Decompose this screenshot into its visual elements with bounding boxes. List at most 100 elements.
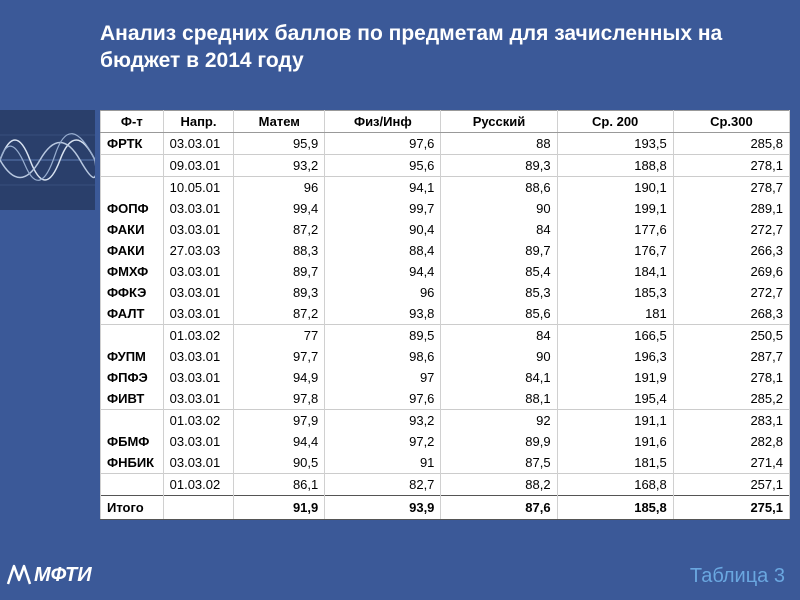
cell-value: 89,5 [325,325,441,347]
cell-faculty: ФБМФ [101,431,164,452]
cell-value: 250,5 [673,325,789,347]
cell-value: 99,4 [234,198,325,219]
cell-faculty [101,155,164,177]
cell-value: 94,4 [234,431,325,452]
cell-value: 90 [441,346,557,367]
cell-total-value: 93,9 [325,496,441,520]
cell-value: 88,4 [325,240,441,261]
wave-icon [0,110,95,210]
cell-value: 91 [325,452,441,474]
cell-total-label: Итого [101,496,164,520]
cell-direction: 03.03.01 [163,198,234,219]
cell-value: 95,9 [234,133,325,155]
cell-value: 87,5 [441,452,557,474]
cell-faculty [101,410,164,432]
cell-value: 89,9 [441,431,557,452]
cell-direction: 03.03.01 [163,133,234,155]
cell-value: 191,9 [557,367,673,388]
cell-value: 87,2 [234,303,325,325]
cell-total-value: 91,9 [234,496,325,520]
cell-faculty: ФАКИ [101,219,164,240]
cell-value: 181 [557,303,673,325]
cell-faculty: ФПФЭ [101,367,164,388]
cell-value: 84,1 [441,367,557,388]
cell-value: 185,3 [557,282,673,303]
cell-value: 278,1 [673,155,789,177]
cell-direction: 10.05.01 [163,177,234,199]
cell-direction: 01.03.02 [163,474,234,496]
cell-value: 177,6 [557,219,673,240]
table-row: ФАЛТ03.03.0187,293,885,6181268,3 [101,303,790,325]
sidebar-graphic [0,110,95,210]
table-row: 01.03.0297,993,292191,1283,1 [101,410,790,432]
cell-value: 90,4 [325,219,441,240]
cell-empty [163,496,234,520]
table-row: ФФКЭ03.03.0189,39685,3185,3272,7 [101,282,790,303]
cell-value: 93,8 [325,303,441,325]
cell-value: 96 [234,177,325,199]
cell-faculty: ФРТК [101,133,164,155]
table-row: ФАКИ03.03.0187,290,484177,6272,7 [101,219,790,240]
cell-value: 92 [441,410,557,432]
cell-value: 282,8 [673,431,789,452]
table-row: ФМХФ03.03.0189,794,485,4184,1269,6 [101,261,790,282]
cell-value: 97,7 [234,346,325,367]
table-row: 09.03.0193,295,689,3188,8278,1 [101,155,790,177]
cell-value: 268,3 [673,303,789,325]
cell-value: 184,1 [557,261,673,282]
table-body: ФРТК03.03.0195,997,688193,5285,809.03.01… [101,133,790,520]
cell-total-value: 87,6 [441,496,557,520]
column-header: Ср. 200 [557,111,673,133]
cell-value: 84 [441,219,557,240]
cell-value: 287,7 [673,346,789,367]
cell-direction: 03.03.01 [163,388,234,410]
table-row: ФБМФ03.03.0194,497,289,9191,6282,8 [101,431,790,452]
cell-value: 278,7 [673,177,789,199]
column-header: Матем [234,111,325,133]
cell-value: 87,2 [234,219,325,240]
table-total-row: Итого91,993,987,6185,8275,1 [101,496,790,520]
cell-direction: 03.03.01 [163,282,234,303]
column-header: Русский [441,111,557,133]
cell-value: 85,6 [441,303,557,325]
cell-direction: 03.03.01 [163,452,234,474]
cell-value: 89,3 [234,282,325,303]
data-table-container: Ф-тНапр.МатемФиз/ИнфРусскийСр. 200Ср.300… [100,110,790,520]
cell-value: 99,7 [325,198,441,219]
table-header: Ф-тНапр.МатемФиз/ИнфРусскийСр. 200Ср.300 [101,111,790,133]
cell-faculty: ФФКЭ [101,282,164,303]
cell-value: 199,1 [557,198,673,219]
cell-value: 271,4 [673,452,789,474]
cell-value: 272,7 [673,219,789,240]
cell-value: 97,2 [325,431,441,452]
cell-value: 188,8 [557,155,673,177]
cell-value: 266,3 [673,240,789,261]
cell-value: 166,5 [557,325,673,347]
cell-value: 96 [325,282,441,303]
cell-value: 89,7 [234,261,325,282]
cell-faculty [101,325,164,347]
cell-value: 90,5 [234,452,325,474]
cell-value: 93,2 [325,410,441,432]
cell-value: 181,5 [557,452,673,474]
cell-value: 168,8 [557,474,673,496]
table-row: ФПФЭ03.03.0194,99784,1191,9278,1 [101,367,790,388]
cell-value: 289,1 [673,198,789,219]
cell-faculty: ФУПМ [101,346,164,367]
cell-value: 257,1 [673,474,789,496]
column-header: Напр. [163,111,234,133]
cell-value: 196,3 [557,346,673,367]
cell-value: 195,4 [557,388,673,410]
cell-value: 85,3 [441,282,557,303]
cell-value: 190,1 [557,177,673,199]
cell-faculty: ФИВТ [101,388,164,410]
cell-value: 94,9 [234,367,325,388]
cell-value: 193,5 [557,133,673,155]
cell-faculty [101,177,164,199]
cell-faculty: ФМХФ [101,261,164,282]
table-row: ФНБИК03.03.0190,59187,5181,5271,4 [101,452,790,474]
cell-direction: 09.03.01 [163,155,234,177]
table-row: 01.03.0286,182,788,2168,8257,1 [101,474,790,496]
table-row: ФУПМ03.03.0197,798,690196,3287,7 [101,346,790,367]
cell-value: 88,3 [234,240,325,261]
